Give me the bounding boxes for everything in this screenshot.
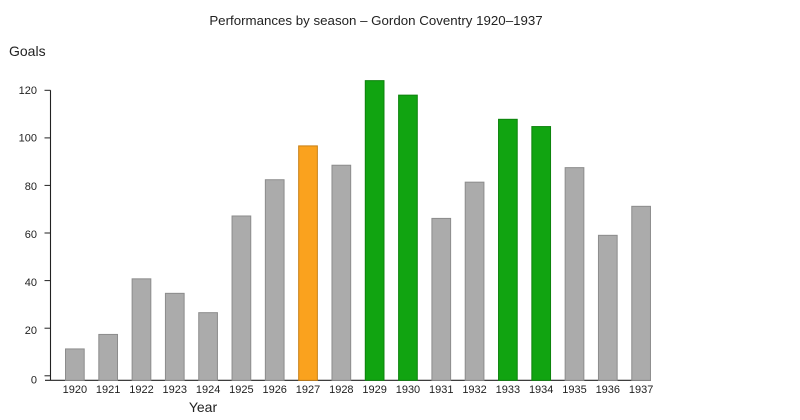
svg-text:Goals: Goals bbox=[9, 43, 46, 59]
svg-text:0: 0 bbox=[31, 375, 37, 387]
svg-text:1924: 1924 bbox=[196, 384, 220, 396]
svg-text:Year: Year bbox=[189, 399, 218, 415]
svg-text:1930: 1930 bbox=[396, 384, 420, 396]
svg-text:1929: 1929 bbox=[362, 384, 386, 396]
svg-text:1920: 1920 bbox=[63, 384, 87, 396]
svg-text:1928: 1928 bbox=[329, 384, 353, 396]
svg-text:40: 40 bbox=[25, 277, 37, 289]
svg-text:1936: 1936 bbox=[596, 384, 620, 396]
svg-text:Performances by season – Gordo: Performances by season – Gordon Coventry… bbox=[209, 13, 542, 28]
svg-text:1922: 1922 bbox=[129, 384, 153, 396]
svg-text:1931: 1931 bbox=[429, 384, 453, 396]
svg-text:80: 80 bbox=[25, 181, 37, 193]
svg-text:120: 120 bbox=[19, 85, 37, 97]
svg-text:20: 20 bbox=[25, 325, 37, 337]
svg-text:1925: 1925 bbox=[229, 384, 253, 396]
svg-text:1926: 1926 bbox=[262, 384, 286, 396]
svg-text:100: 100 bbox=[19, 133, 37, 145]
svg-text:60: 60 bbox=[25, 229, 37, 241]
svg-text:1927: 1927 bbox=[296, 384, 320, 396]
svg-text:1932: 1932 bbox=[462, 384, 486, 396]
svg-text:1935: 1935 bbox=[562, 384, 586, 396]
svg-text:1921: 1921 bbox=[96, 384, 120, 396]
svg-text:1923: 1923 bbox=[163, 384, 187, 396]
svg-text:1934: 1934 bbox=[529, 384, 553, 396]
svg-text:1933: 1933 bbox=[496, 384, 520, 396]
svg-text:1937: 1937 bbox=[629, 384, 653, 396]
